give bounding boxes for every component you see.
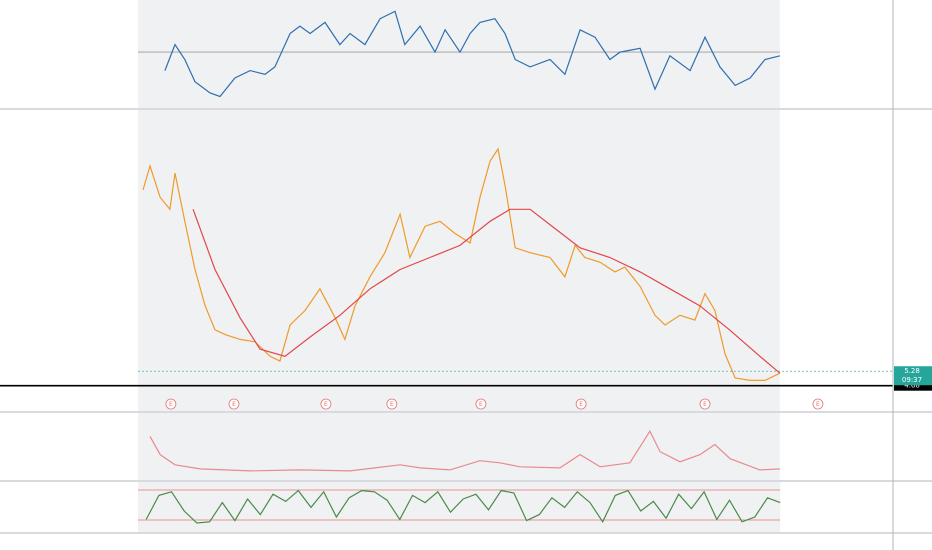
mark-layer (0, 10, 893, 524)
countdown-label: 09:37 (902, 376, 922, 384)
data-region (138, 413, 780, 480)
series-line (142, 147, 781, 381)
event-marker (575, 398, 587, 410)
series-line (164, 10, 781, 98)
price-badge-label: 4.68 (904, 382, 920, 390)
event-marker (228, 398, 240, 410)
event-label: E (390, 401, 394, 408)
data-region (138, 0, 780, 108)
event-label: E (324, 401, 328, 408)
data-region (138, 482, 781, 532)
last-price-label: 5.28 (904, 367, 920, 375)
event-label: E (816, 401, 820, 408)
event-marker (386, 398, 398, 410)
series-line (149, 429, 780, 472)
event-label: E (169, 401, 173, 408)
event-marker (165, 398, 177, 410)
series-line (145, 489, 781, 524)
data-region (138, 110, 780, 411)
shade-layer (138, 0, 781, 532)
event-marker (812, 398, 824, 410)
last-price-badge (894, 366, 932, 386)
event-marker (699, 398, 711, 410)
event-label: E (232, 401, 236, 408)
event-label: E (579, 401, 583, 408)
event-label: E (703, 401, 707, 408)
event-marker (475, 398, 487, 410)
event-marker (320, 398, 332, 410)
series-line (192, 208, 781, 374)
price-badge (894, 380, 932, 391)
event-label: E (479, 401, 483, 408)
